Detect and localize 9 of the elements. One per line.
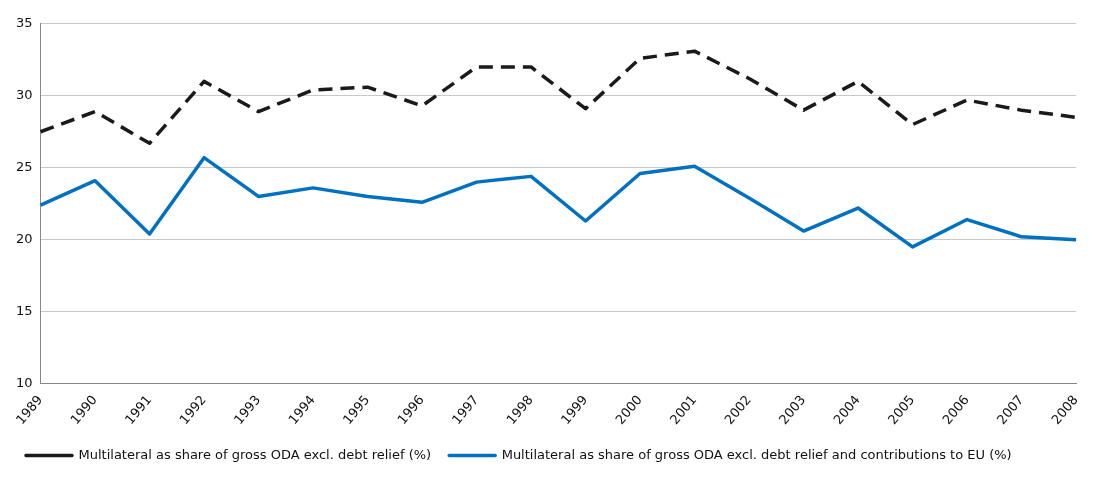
y-tick-label: 20 [16, 231, 33, 247]
y-tick-label: 35 [16, 15, 33, 31]
y-tick-label: 10 [16, 375, 33, 390]
legend-label: Multilateral as share of gross ODA excl. debt relief and contributions to EU (%) [501, 446, 1012, 462]
y-tick-label: 30 [16, 87, 33, 103]
line-series [38, 49, 1078, 146]
y-tick-label: 25 [16, 159, 33, 175]
y-tick-label: 15 [16, 303, 33, 319]
legend-label: Multilateral as share of gross ODA excl. debt relief (%) [78, 446, 432, 462]
